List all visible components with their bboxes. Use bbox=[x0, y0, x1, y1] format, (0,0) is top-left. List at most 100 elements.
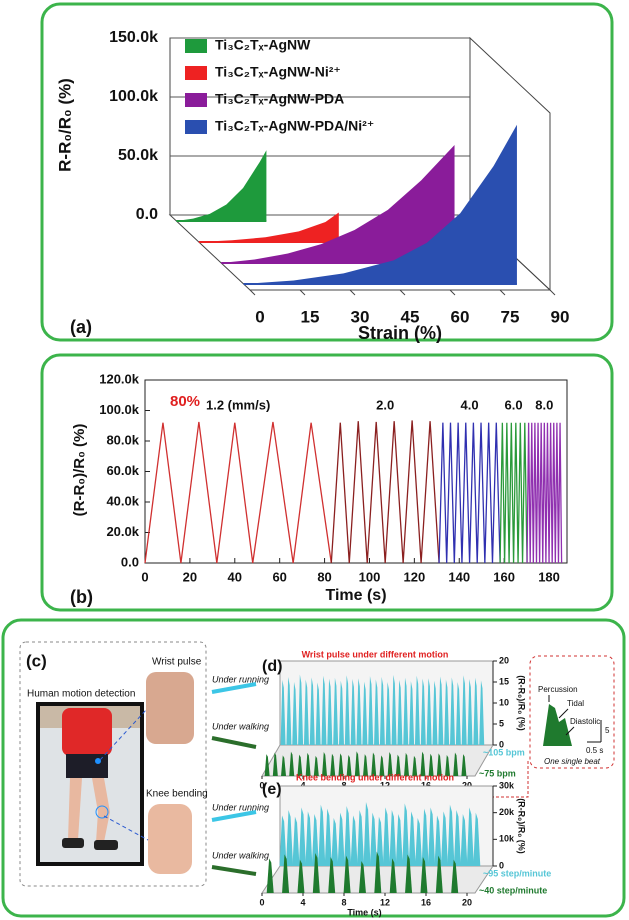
pulse bbox=[395, 754, 401, 776]
y-tick-label: 100.0k bbox=[109, 88, 158, 105]
x-tick-label: 60 bbox=[272, 569, 286, 584]
condition-label: Under walking bbox=[212, 721, 269, 731]
pulse bbox=[403, 677, 409, 745]
scale-label: 0.5 s bbox=[586, 746, 603, 755]
leg bbox=[68, 778, 82, 840]
pulse bbox=[461, 675, 467, 745]
pulse bbox=[466, 807, 474, 866]
pulse bbox=[415, 818, 423, 866]
pulse bbox=[447, 804, 455, 866]
y-tick-label: 60.0k bbox=[106, 463, 139, 478]
annotation: 80% bbox=[170, 393, 200, 410]
pulse bbox=[305, 811, 313, 866]
y-tick-label: 150.0k bbox=[109, 29, 158, 46]
pulse bbox=[346, 755, 352, 776]
pulse bbox=[450, 677, 456, 745]
site-label: Wrist pulse bbox=[152, 657, 202, 668]
series-label: 2.0 bbox=[376, 397, 394, 412]
pulse bbox=[389, 858, 397, 893]
tick-mark bbox=[499, 289, 506, 296]
wrist-photo bbox=[146, 672, 194, 744]
pulse bbox=[379, 755, 385, 776]
pulse bbox=[395, 814, 403, 866]
phase-label: Tidal bbox=[567, 699, 584, 708]
line bbox=[526, 422, 563, 564]
pulse bbox=[309, 677, 315, 745]
pulse bbox=[473, 812, 481, 866]
photo-frame bbox=[19, 641, 207, 887]
pulse bbox=[313, 755, 319, 776]
condition-label: Under running bbox=[212, 674, 269, 684]
x-tick-label: 0 bbox=[141, 569, 148, 584]
x-tick-label: 30 bbox=[351, 307, 370, 326]
pulse bbox=[330, 753, 336, 776]
pulse bbox=[369, 812, 377, 866]
pulse bbox=[279, 815, 287, 866]
pulse bbox=[467, 679, 473, 745]
x-tick-label: 75 bbox=[501, 307, 520, 326]
x-tick-label: 120 bbox=[404, 569, 426, 584]
heading: Human motion detection bbox=[27, 689, 135, 700]
pulse bbox=[382, 807, 390, 866]
legend-label: Ti₃C₂Tₓ-AgNW-PDA bbox=[215, 91, 344, 107]
line bbox=[144, 421, 332, 564]
arrow bbox=[211, 682, 257, 694]
x-tick-label: 8 bbox=[341, 780, 346, 790]
legend-label: Ti₃C₂Tₓ-AgNW bbox=[215, 37, 311, 53]
pulse bbox=[409, 681, 415, 745]
pulse bbox=[455, 682, 461, 745]
pulse bbox=[357, 810, 365, 866]
legend-swatch bbox=[185, 93, 207, 107]
area bbox=[198, 212, 339, 242]
y-axis-label: (R-R₀)/R₀ (%) bbox=[517, 675, 527, 731]
pulse bbox=[311, 814, 319, 866]
chart-title: Wrist pulse under different motion bbox=[302, 649, 449, 659]
pulse bbox=[368, 676, 374, 745]
y-tick-label: 80.0k bbox=[106, 432, 139, 447]
tick-mark bbox=[449, 289, 456, 296]
pulse bbox=[272, 752, 278, 776]
pulse bbox=[438, 676, 444, 745]
inset-frame bbox=[529, 655, 615, 769]
pulse bbox=[281, 755, 287, 776]
pulse bbox=[460, 814, 468, 866]
arrow bbox=[211, 810, 257, 822]
x-tick-label: 12 bbox=[380, 780, 390, 790]
pulse bbox=[436, 753, 442, 776]
y-tick-label: 5 bbox=[499, 718, 504, 728]
pulse bbox=[453, 810, 461, 866]
y-tick-label: 20.0k bbox=[106, 524, 139, 539]
panel-label: (b) bbox=[70, 587, 93, 607]
site-label: Knee bending bbox=[146, 789, 208, 800]
x-tick-label: 8 bbox=[341, 897, 346, 907]
x-axis-label: Time (s) bbox=[347, 907, 381, 917]
pulse bbox=[362, 681, 368, 745]
pulse bbox=[428, 753, 434, 776]
pulse bbox=[297, 859, 305, 893]
legend-swatch bbox=[185, 120, 207, 134]
pulse bbox=[414, 675, 420, 745]
pulse bbox=[297, 754, 303, 776]
panel-label: (d) bbox=[262, 658, 282, 675]
floor bbox=[261, 744, 494, 777]
series-label: ~40 step/minute bbox=[479, 885, 547, 895]
pulse bbox=[289, 751, 295, 776]
x-tick-label: 140 bbox=[448, 569, 470, 584]
phase-label: Diastolic bbox=[570, 717, 600, 726]
pulse bbox=[354, 751, 360, 776]
x-tick-label: 0 bbox=[259, 897, 264, 907]
series-label: ~105 bpm bbox=[483, 747, 525, 757]
pulse bbox=[305, 752, 311, 776]
x-tick-label: 90 bbox=[551, 307, 570, 326]
x-tick-label: 0 bbox=[259, 780, 264, 790]
series-label: 8.0 bbox=[535, 397, 553, 412]
x-axis-label: Strain (%) bbox=[358, 323, 442, 343]
pulse bbox=[371, 752, 377, 776]
y-axis-label: (R-R₀)/R₀ (%) bbox=[517, 798, 527, 854]
pulse bbox=[280, 679, 286, 745]
series-label: ~75 bpm bbox=[479, 768, 516, 778]
leg bbox=[92, 778, 110, 842]
pulse bbox=[358, 861, 366, 893]
pulse bbox=[292, 682, 298, 745]
pulse bbox=[397, 679, 403, 745]
